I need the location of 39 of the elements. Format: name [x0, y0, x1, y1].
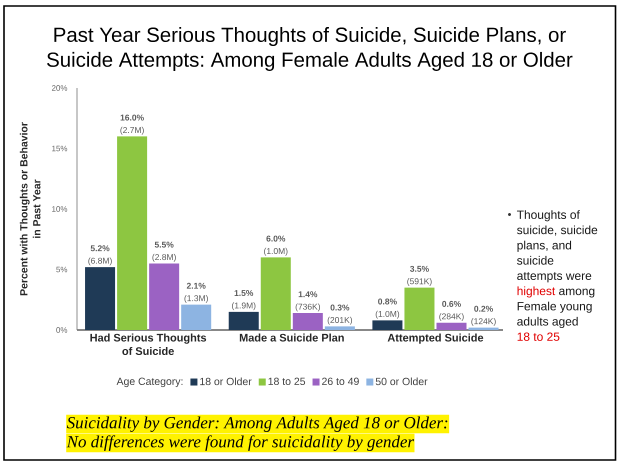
data-label: 16.0% (2.7M)	[120, 114, 144, 135]
bar	[292, 313, 323, 330]
legend-label: 18 or Older	[200, 377, 252, 386]
text: 18 to 25	[518, 332, 560, 341]
data-label: 0.2% (124K)	[471, 306, 496, 326]
bar	[149, 263, 180, 330]
y-axis-title: Percent with Thoughts or Behavior in Past Year	[20, 122, 40, 296]
legend-label: 18 to 25	[268, 378, 306, 386]
bar	[117, 136, 148, 330]
data-label: 0.8% (1.0M)	[376, 298, 400, 319]
data-label: 2.1% (1.3M)	[184, 282, 208, 303]
bar	[372, 320, 402, 330]
data-label: 6.0% (1.0M)	[264, 236, 288, 256]
data-label: 5.5% (2.8M)	[152, 242, 176, 262]
x-tick-label: Had Serious Thoughts of Suicide	[90, 334, 206, 356]
text: Suicidality by Gender: Among Adults Aged 18 or Older:	[66, 416, 448, 432]
text: Female young adults aged	[517, 302, 592, 328]
bar	[85, 267, 116, 330]
bar	[436, 322, 467, 330]
x-tick-label: Attempted Suicide	[388, 334, 484, 344]
bar	[404, 288, 434, 330]
text: highest	[518, 286, 556, 298]
data-label: 1.4% (736K)	[296, 291, 320, 312]
bar	[324, 326, 355, 330]
x-tick-label: Made a Suicide Plan	[240, 334, 344, 342]
data-label: 0.6% (284K)	[439, 300, 464, 322]
text: No differences were found for suicidality by gender	[66, 435, 414, 451]
data-label: 5.2% (6.8M)	[88, 245, 112, 266]
data-label: 0.3% (201K)	[328, 304, 352, 325]
bar	[228, 312, 259, 330]
bar	[260, 257, 291, 330]
data-label: 3.5% (591K)	[407, 266, 432, 286]
legend-label: 26 to 49	[322, 378, 359, 386]
legend-label: 50 or Older	[376, 377, 428, 386]
data-label: 1.5% (1.9M)	[232, 290, 256, 310]
chart-title: Past Year Serious Thoughts of Suicide, Suicide Plans, or Suicide Attempts: Among Female Adults Aged 18 or Older	[47, 27, 572, 71]
bar	[181, 304, 212, 330]
text: among	[559, 288, 594, 298]
legend-title: Age Category:	[116, 378, 182, 388]
